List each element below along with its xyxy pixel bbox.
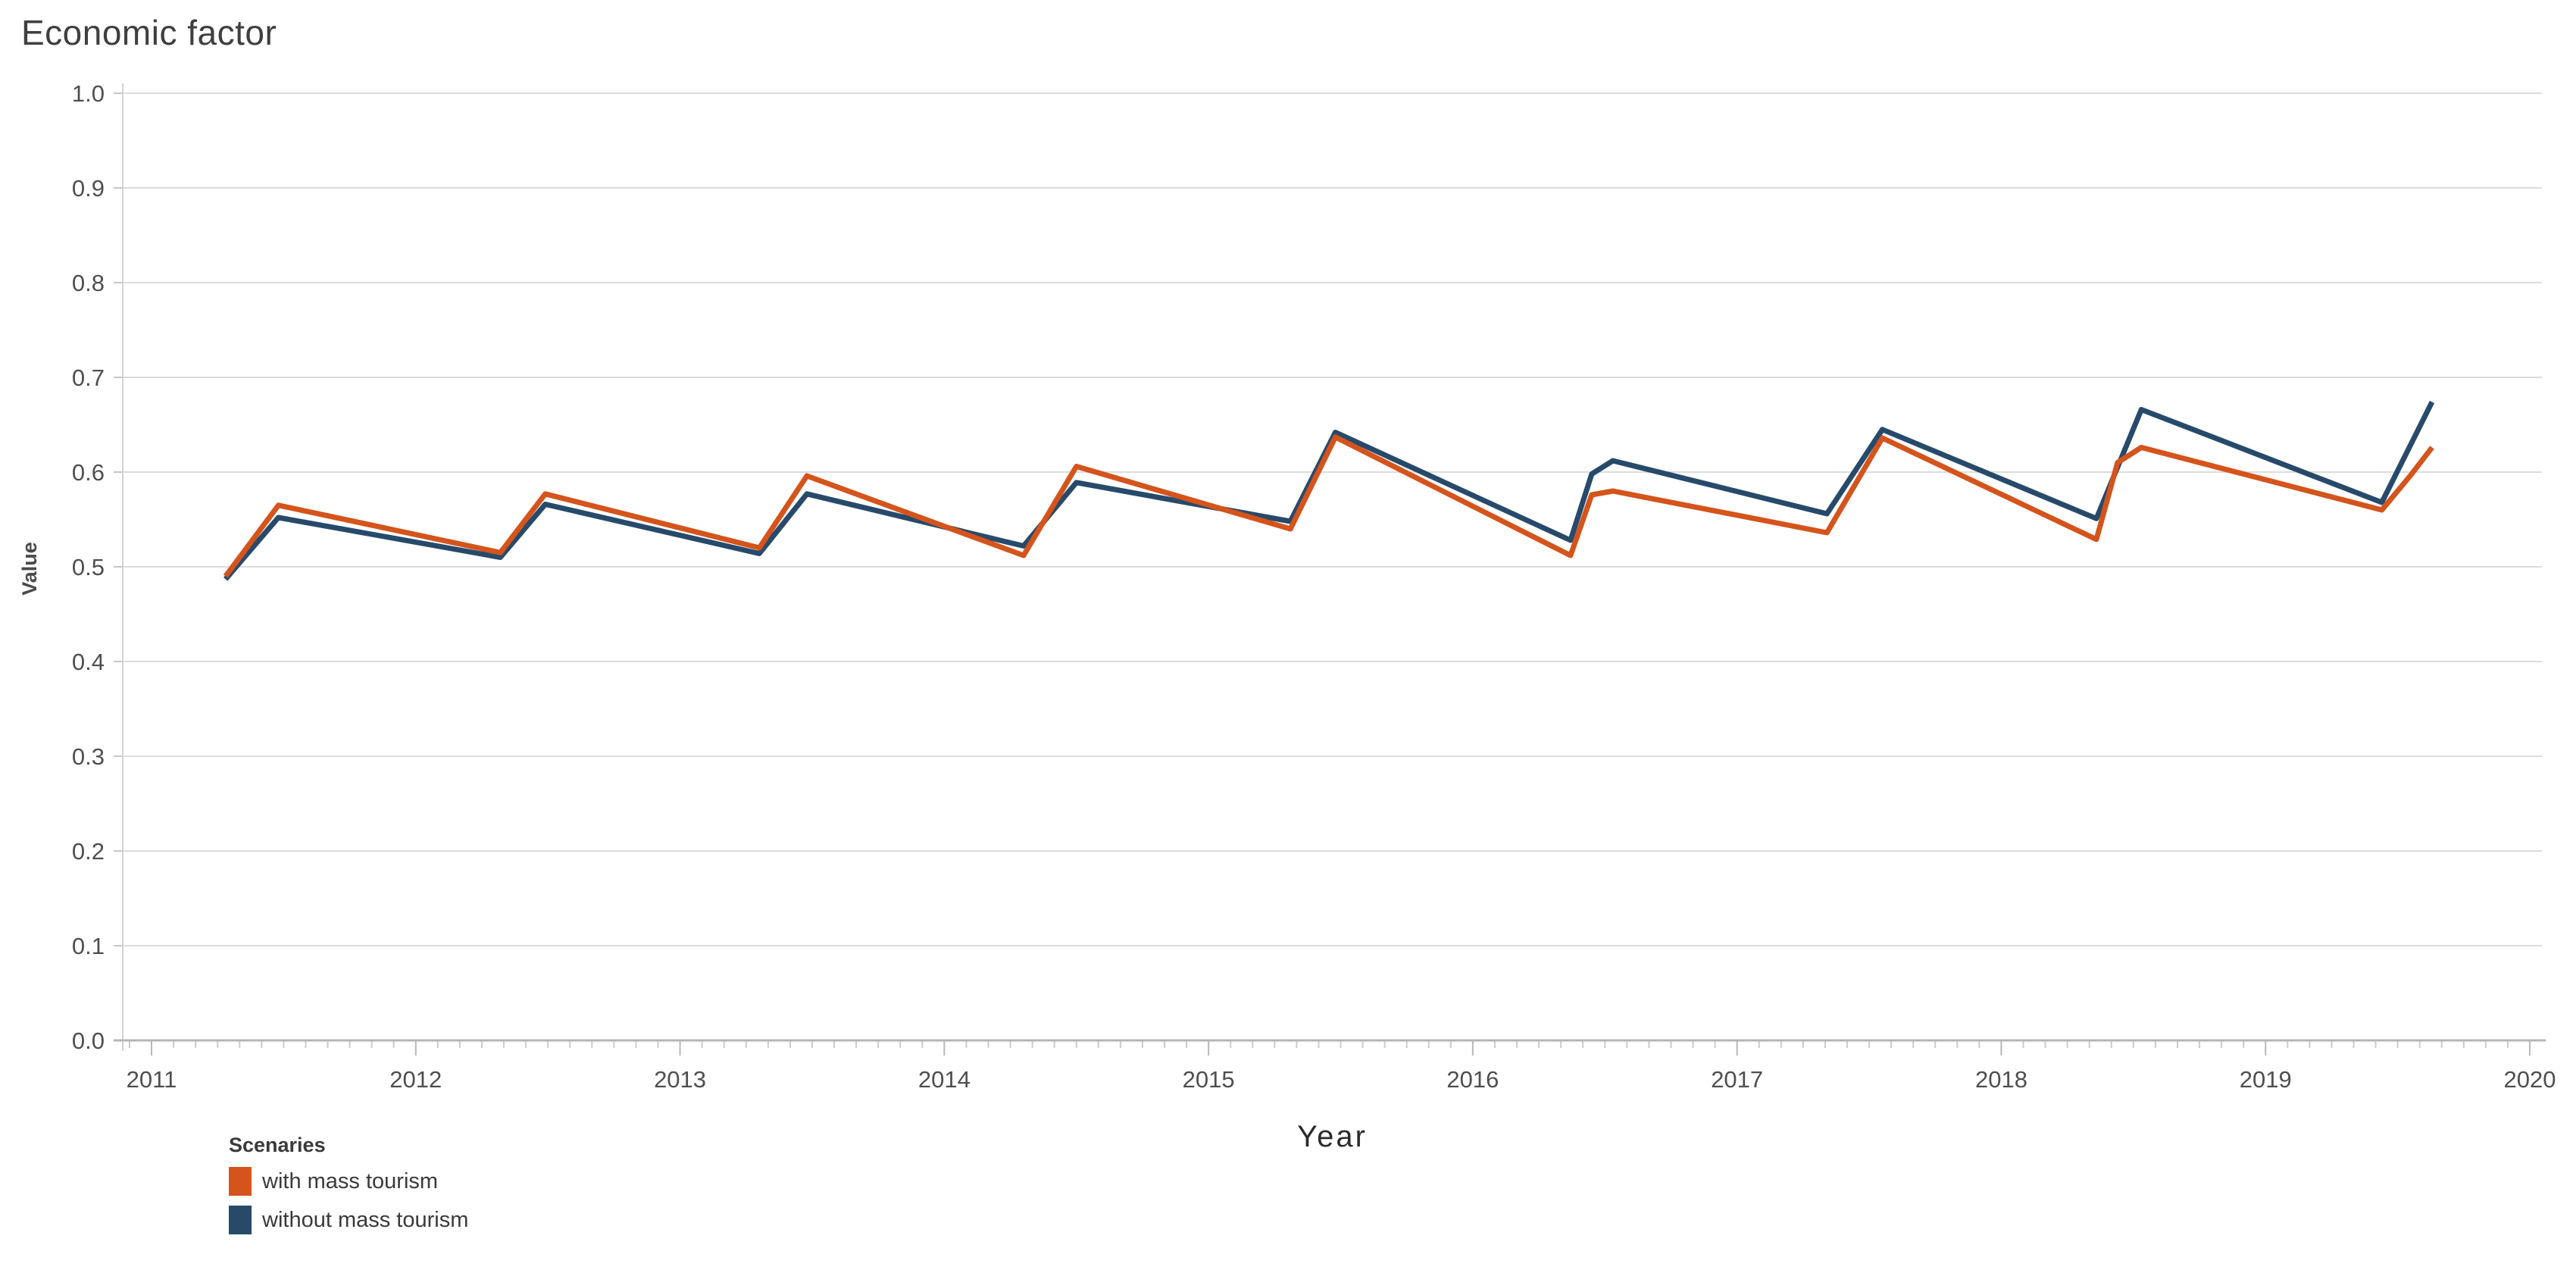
x-tick-label: 2016: [1446, 1066, 1499, 1093]
x-tick-label: 2011: [127, 1066, 177, 1093]
y-axis-title: Value: [12, 424, 47, 712]
legend-item-with-mass-tourism[interactable]: with mass tourism: [229, 1167, 468, 1196]
x-tick-label: 2013: [654, 1066, 706, 1093]
y-tick-label: 0.7: [72, 364, 105, 391]
y-tick-label: 0.1: [72, 933, 105, 959]
legend: Scenaries with mass tourism without mass…: [229, 1134, 468, 1234]
series-line-with-mass-tourism[interactable]: [223, 434, 2434, 578]
y-tick-label: 0.3: [72, 743, 105, 770]
y-tick-label: 0.9: [72, 175, 105, 202]
legend-title: Scenaries: [229, 1134, 326, 1156]
x-tick-label: 2012: [389, 1066, 442, 1093]
legend-swatch-with-mass-tourism: [229, 1167, 252, 1196]
x-tick-label: 2015: [1183, 1066, 1235, 1093]
x-tick-label: 2017: [1711, 1066, 1763, 1093]
series-line-without-mass-tourism[interactable]: [224, 400, 2435, 581]
legend-item-label: without mass tourism: [262, 1207, 469, 1232]
y-tick-label: 0.5: [72, 554, 105, 580]
x-axis-title: Year: [1297, 1120, 1368, 1153]
x-tick-label: 2020: [2504, 1066, 2556, 1093]
legend-item-without-mass-tourism[interactable]: without mass tourism: [229, 1206, 468, 1234]
x-tick-label: 2014: [918, 1066, 971, 1093]
y-tick-label: 0.8: [72, 270, 105, 296]
legend-item-label: with mass tourism: [262, 1168, 439, 1193]
x-tick-label: 2018: [1975, 1066, 2027, 1093]
y-tick-label: 0.0: [72, 1028, 105, 1054]
y-axis-title-text: Value: [17, 541, 41, 596]
y-tick-label: 0.6: [72, 459, 105, 486]
legend-swatch-without-mass-tourism: [229, 1206, 252, 1234]
y-tick-label: 1.0: [72, 80, 105, 107]
chart-title: Economic factor: [21, 13, 277, 52]
x-tick-label: 2019: [2240, 1066, 2292, 1093]
y-tick-label: 0.2: [72, 838, 105, 865]
y-tick-label: 0.4: [72, 649, 105, 675]
